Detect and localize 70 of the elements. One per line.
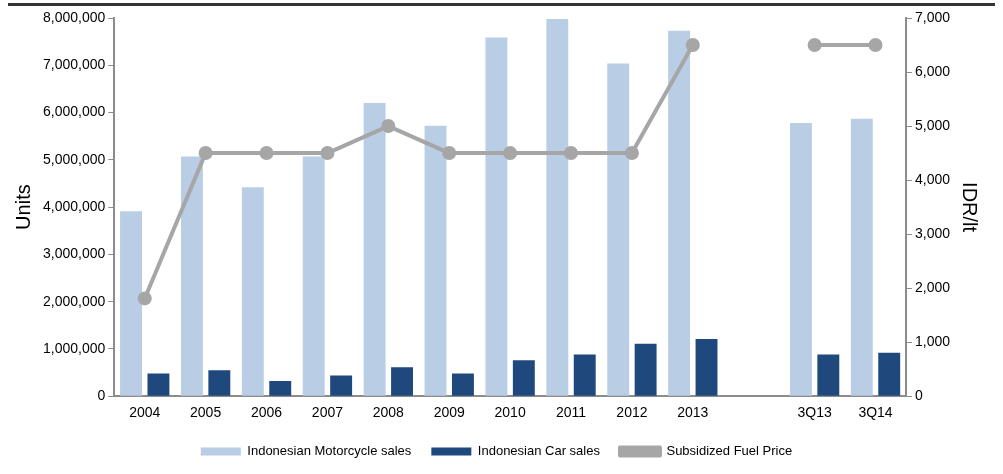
y-tick-label: 8,000,000 xyxy=(42,8,106,25)
x-tick-label: 2013 xyxy=(677,404,709,421)
point xyxy=(259,146,274,161)
bar xyxy=(120,211,142,396)
point xyxy=(624,146,639,161)
bar xyxy=(817,354,840,396)
bar xyxy=(695,339,718,396)
y2-tick-label: 0 xyxy=(914,387,923,404)
point xyxy=(381,119,396,134)
bar xyxy=(302,156,325,396)
bar xyxy=(269,381,292,396)
bar xyxy=(850,118,873,396)
bar xyxy=(424,125,447,396)
bar xyxy=(485,37,508,396)
point xyxy=(503,146,518,161)
y-tick-label: 4,000,000 xyxy=(42,197,106,214)
bar xyxy=(330,375,353,396)
bar xyxy=(607,63,630,396)
bar xyxy=(363,103,386,396)
point xyxy=(685,38,700,53)
bar xyxy=(391,367,413,396)
y-tick-label: 7,000,000 xyxy=(42,56,106,73)
x-tick-label: 2010 xyxy=(494,404,526,421)
x-tick-label: 3Q13 xyxy=(797,404,832,421)
bar xyxy=(241,187,264,396)
bar xyxy=(451,373,474,396)
y2-tick-label: 3,000 xyxy=(914,224,951,241)
point xyxy=(198,146,213,161)
bar xyxy=(668,30,691,396)
point xyxy=(442,146,457,161)
y2-tick-label: 6,000 xyxy=(914,62,951,79)
x-tick-label: 2004 xyxy=(129,404,161,421)
x-tick-label: 2008 xyxy=(372,404,405,421)
bar xyxy=(180,156,203,396)
y-axis-title: Units xyxy=(11,184,34,230)
bar xyxy=(878,352,901,396)
y2-tick-label: 4,000 xyxy=(914,170,951,187)
bar xyxy=(546,18,569,396)
legend-label: Indonesian Motorcycle sales xyxy=(247,443,412,459)
point xyxy=(807,38,822,53)
point xyxy=(320,146,335,161)
point xyxy=(564,146,579,161)
x-tick-label: 2005 xyxy=(190,404,222,421)
legend-label: Subsidized Fuel Price xyxy=(666,443,793,459)
bar xyxy=(147,373,170,396)
x-tick-label: 2007 xyxy=(311,404,344,421)
y2-axis-title: IDR/lt xyxy=(959,182,982,233)
y2-tick-label: 2,000 xyxy=(914,279,951,295)
bar xyxy=(789,122,812,396)
x-tick-label: 2011 xyxy=(555,404,587,421)
y2-tick-label: 7,000 xyxy=(914,8,951,25)
bar xyxy=(573,354,596,396)
y-tick-label: 2,000,000 xyxy=(42,292,106,309)
x-tick-label: 2006 xyxy=(250,404,283,421)
bar xyxy=(634,343,657,396)
point xyxy=(137,291,152,306)
y-tick-label: 0 xyxy=(97,387,106,404)
y2-tick-label: 5,000 xyxy=(914,116,951,133)
legend-label: Indonesian Car sales xyxy=(477,443,601,459)
point xyxy=(868,38,883,53)
x-tick-label: 2009 xyxy=(433,404,466,421)
x-tick-label: 3Q14 xyxy=(858,404,893,421)
y2-tick-label: 1,000 xyxy=(914,333,951,350)
bar xyxy=(512,360,535,396)
y-tick-label: 1,000,000 xyxy=(42,339,106,356)
y-tick-label: 6,000,000 xyxy=(42,103,106,120)
y-tick-label: 3,000,000 xyxy=(42,245,106,262)
y-tick-label: 5,000,000 xyxy=(42,150,106,167)
x-tick-label: 2012 xyxy=(616,404,648,421)
bar xyxy=(208,370,231,396)
